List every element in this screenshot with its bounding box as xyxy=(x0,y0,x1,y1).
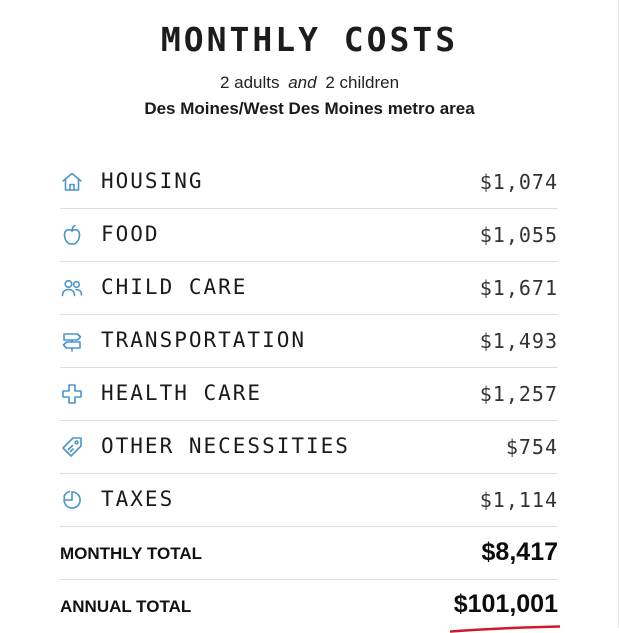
cost-label-taxes: TAXES xyxy=(101,487,175,511)
cost-label-housing: HOUSING xyxy=(101,169,204,193)
monthly-total-row: MONTHLY TOTAL $8,417 xyxy=(60,527,558,580)
cost-label-child-care: CHILD CARE xyxy=(101,275,248,299)
monthly-total-label: MONTHLY TOTAL xyxy=(60,544,202,563)
metro-area: Des Moines/West Des Moines metro area xyxy=(144,99,475,118)
cost-label-food: FOOD xyxy=(101,222,160,246)
cost-value-taxes: $1,114 xyxy=(479,488,558,512)
house-icon xyxy=(60,170,84,194)
apple-icon xyxy=(60,223,84,247)
people-icon xyxy=(60,276,84,300)
medical-cross-icon xyxy=(60,382,84,406)
signpost-icon xyxy=(60,329,84,353)
cost-row-taxes: TAXES $1,114 xyxy=(60,474,558,527)
annual-total-label: ANNUAL TOTAL xyxy=(60,597,192,616)
cost-label-other-necessities: OTHER NECESSITIES xyxy=(101,434,350,458)
cost-value-child-care: $1,671 xyxy=(479,276,558,300)
cost-value-housing: $1,074 xyxy=(479,170,558,194)
annual-total-value: $101,001 xyxy=(453,590,558,618)
and-word: and xyxy=(288,73,317,92)
page-title: MONTHLY COSTS xyxy=(160,20,459,59)
price-tag-icon xyxy=(60,435,84,459)
cost-value-food: $1,055 xyxy=(479,223,558,247)
cost-row-child-care: CHILD CARE $1,671 xyxy=(60,262,558,315)
cost-row-other-necessities: OTHER NECESSITIES $754 xyxy=(60,421,558,474)
cost-row-housing: HOUSING $1,074 xyxy=(60,156,558,209)
annual-total-row: ANNUAL TOTAL $101,001 xyxy=(60,580,560,633)
monthly-total-value: $8,417 xyxy=(481,538,558,566)
cost-table: HOUSING $1,074 FOOD $1,055 CHILD CARE $1… xyxy=(60,156,560,633)
children-count: 2 children xyxy=(325,73,400,92)
annual-total-value-wrap: $101,001 xyxy=(449,590,560,633)
cost-value-other-necessities: $754 xyxy=(505,435,558,459)
pie-chart-icon xyxy=(60,488,84,512)
cost-label-health-care: HEALTH CARE xyxy=(101,381,263,405)
cost-row-food: FOOD $1,055 xyxy=(60,209,558,262)
cost-value-health-care: $1,257 xyxy=(479,382,558,406)
cost-value-transportation: $1,493 xyxy=(479,329,558,353)
cost-row-health-care: HEALTH CARE $1,257 xyxy=(60,368,558,421)
household-composition: 2 adults and 2 children xyxy=(0,73,619,93)
cost-label-transportation: TRANSPORTATION xyxy=(101,328,307,352)
red-underline-mark xyxy=(449,625,560,633)
cost-row-transportation: TRANSPORTATION $1,493 xyxy=(60,315,558,368)
adults-count: 2 adults xyxy=(219,73,280,92)
